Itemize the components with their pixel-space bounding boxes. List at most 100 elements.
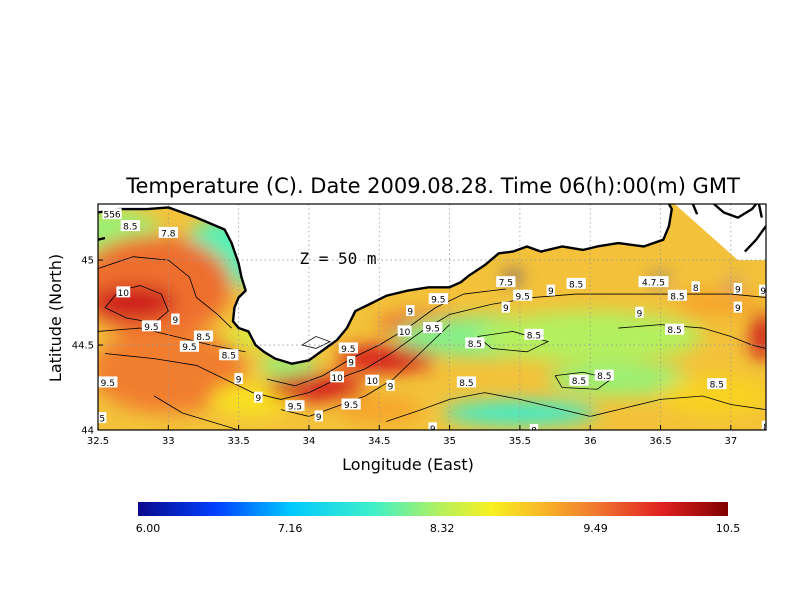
coastline-segment xyxy=(757,204,763,218)
contour-label: 9 xyxy=(406,305,415,318)
isotherm-line xyxy=(98,327,246,353)
contour-label: 8.5 xyxy=(219,349,239,362)
map-title: Temperature (C). Date 2009.08.28. Time 0… xyxy=(125,174,740,198)
depth-label: Z = 50 m xyxy=(299,249,376,268)
contour-label-text: 8.5 xyxy=(670,292,684,302)
coastline-segment xyxy=(691,204,699,215)
contour-label: 10 xyxy=(330,371,344,384)
contour-label-text: 9 xyxy=(637,309,643,319)
coastline-segment xyxy=(98,204,673,365)
contour-label-text: 9 xyxy=(388,382,394,392)
contour-label-text: 8.5 xyxy=(123,223,137,233)
contour-label-text: 8.5 xyxy=(572,377,586,387)
contour-label-text: 9 xyxy=(430,425,436,435)
contour-label: 9 xyxy=(428,422,437,435)
contour-label-text: 8 xyxy=(693,284,699,294)
colorbar-tick-label: 7.16 xyxy=(278,522,303,535)
contour-label-text: 10 xyxy=(399,328,411,338)
contour-label-text: 8.5 xyxy=(710,381,724,391)
contour-label-text: 9 xyxy=(760,287,766,297)
contour-label: 556 xyxy=(102,208,122,221)
coastline-segment xyxy=(98,236,106,241)
contour-label: 5 xyxy=(98,412,107,425)
contour-label-text: 4.7.5 xyxy=(642,279,665,289)
contour-label-text: 10 xyxy=(118,289,130,299)
contour-label: 9.5 xyxy=(428,293,448,306)
contour-label-text: 9 xyxy=(255,394,261,404)
contour-label: 8.5 xyxy=(569,374,589,387)
contour-label: 8 xyxy=(761,420,766,430)
x-tick-label: 32.5 xyxy=(87,436,109,447)
colorbar xyxy=(138,502,728,516)
coastline xyxy=(98,204,766,365)
contour-label-text: 10 xyxy=(331,374,343,384)
y-tick-label: 45 xyxy=(81,256,94,267)
isotherm-contours xyxy=(98,256,766,430)
contour-label: 9 xyxy=(171,313,180,326)
contour-labels: 5568.57.8109.598.59.58.599.599.59109.599… xyxy=(98,208,766,437)
contour-label-text: 9 xyxy=(316,413,322,423)
isotherm-line xyxy=(386,392,766,422)
contour-label-text: 9 xyxy=(407,308,413,318)
x-tick-label: 35 xyxy=(443,436,456,447)
contour-label: 8 xyxy=(691,281,700,294)
contour-label-text: 9.5 xyxy=(344,401,358,411)
contour-label: 9.5 xyxy=(98,376,118,389)
colorbar-tick-label: 10.5 xyxy=(716,522,741,535)
temperature-patch xyxy=(660,375,766,417)
isotherm-line xyxy=(618,324,766,349)
contour-label-text: 8 xyxy=(531,427,537,437)
contour-label: 9.5 xyxy=(285,400,305,413)
contour-label-text: 8.5 xyxy=(468,340,482,350)
contour-label-text: 9.5 xyxy=(144,323,158,333)
contour-label-text: 7.5 xyxy=(499,279,513,289)
contour-label: 9 xyxy=(234,373,243,386)
contour-label: 9 xyxy=(254,391,263,404)
contour-label: 8.5 xyxy=(524,328,544,341)
contour-label-text: 9.5 xyxy=(516,292,530,302)
contour-label: 9 xyxy=(733,301,743,314)
contour-label: 8.5 xyxy=(465,337,485,350)
contour-label-text: 9 xyxy=(548,287,554,297)
isotherm-line xyxy=(301,336,332,349)
contour-label: 9 xyxy=(546,284,556,297)
contour-label-text: 556 xyxy=(103,211,120,221)
contour-label-text: 9 xyxy=(735,285,741,295)
contour-label: 8.5 xyxy=(456,376,477,389)
contour-label: 9.5 xyxy=(423,322,443,335)
isotherm-line xyxy=(104,293,766,400)
y-axis-label: Latitude (North) xyxy=(46,254,65,382)
contour-label-text: 8.5 xyxy=(222,352,236,362)
x-tick-label: 34.5 xyxy=(368,436,390,447)
lat-lon-grid xyxy=(98,204,766,430)
contour-label: 7.5 xyxy=(496,276,516,289)
contour-label-text: 9.5 xyxy=(182,343,196,353)
contour-label-text: 8.5 xyxy=(196,333,210,343)
contour-label: 8.5 xyxy=(667,289,688,302)
x-tick-label: 36 xyxy=(584,436,597,447)
contour-label-text: 9.5 xyxy=(341,345,355,355)
contour-label: 10 xyxy=(365,374,380,387)
contour-label-text: 8.5 xyxy=(459,379,473,389)
isotherm-line xyxy=(98,256,232,329)
map-frame xyxy=(97,203,767,431)
contour-label: 8.5 xyxy=(664,323,685,336)
contour-label-text: 9.5 xyxy=(431,296,445,306)
coastline-segment xyxy=(713,204,758,219)
colorbar-tick-label: 9.49 xyxy=(583,522,608,535)
contour-label: 9.5 xyxy=(141,320,162,333)
contour-label-text: 8.5 xyxy=(667,326,681,336)
contour-label: 10 xyxy=(397,325,412,338)
x-axis-label: Longitude (East) xyxy=(342,455,474,474)
temperature-patch xyxy=(98,328,246,413)
contour-label-text: 8.5 xyxy=(569,280,583,290)
map-plot-area: 5568.57.8109.598.59.58.599.599.59109.599… xyxy=(98,204,766,437)
contour-label: 7.8 xyxy=(158,226,178,239)
contour-label: 9 xyxy=(501,301,511,314)
x-tick-label: 33 xyxy=(162,436,175,447)
contour-label: 9.5 xyxy=(338,342,358,355)
contour-label: 8.5 xyxy=(707,378,727,391)
x-tick-label: 33.5 xyxy=(227,436,249,447)
land-mass-east xyxy=(674,204,766,261)
